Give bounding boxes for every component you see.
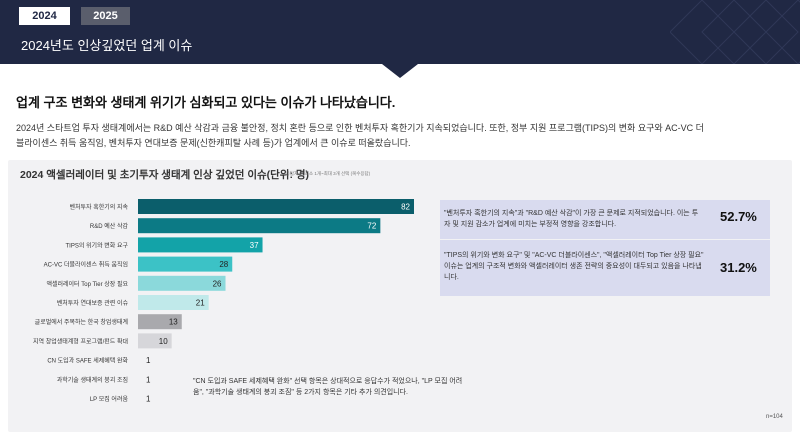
group-highlight-1 (440, 200, 770, 239)
section-headline: 업계 구조 변화와 생태계 위기가 심화되고 있다는 이슈가 나타났습니다. (16, 95, 396, 110)
chart-note: *응답자 당 최소 1개~최대 3개 선택 (복수응답) (284, 171, 371, 176)
value-label: 72 (367, 222, 376, 231)
value-label: 21 (196, 299, 205, 308)
header-notch (382, 64, 418, 78)
category-label: R&D 예산 삭감 (90, 222, 129, 230)
group-highlight-2 (440, 240, 770, 296)
value-label: 1 (146, 375, 151, 384)
category-label: CN 도입과 SAFE 세제혜택 완화 (47, 357, 128, 365)
value-label: 1 (146, 395, 151, 404)
page-title: 2024년도 인상깊었던 업계 이슈 (21, 38, 193, 53)
value-label: 10 (159, 337, 168, 346)
category-label: 액셀러레이터 Top Tier 상장 필요 (46, 280, 128, 288)
group-note-1: "벤처투자 혹한기의 지속"과 "R&D 예산 삭감"이 가장 큰 문제로 지적… (444, 210, 699, 228)
bar (138, 333, 172, 349)
value-label: 82 (401, 203, 410, 212)
sample-size: n=104 (766, 414, 783, 420)
diamond-pattern-decoration (670, 0, 800, 64)
group-note-2: "TIPS의 위기와 변화 요구" 및 "AC-VC 더블라이센스", "액셀러… (444, 252, 704, 281)
bar (138, 295, 209, 310)
bar (138, 237, 263, 253)
bar (138, 199, 414, 214)
value-label: 28 (219, 260, 228, 269)
value-label: 26 (213, 279, 222, 288)
category-label: LP 모집 어려움 (90, 395, 129, 403)
bar (138, 275, 226, 291)
chart-footnote: "CN 도입과 SAFE 세제혜택 완화" 선택 항목은 상대적으로 응답수가 … (193, 378, 463, 396)
chart-title: 2024 액셀러레이터 및 초기투자 생태계 인상 깊었던 이슈(단위: 명) (20, 169, 310, 181)
category-label: 과학기술 생태계의 붕괴 조짐 (57, 376, 128, 384)
group-percent-1: 52.7% (720, 209, 757, 224)
category-label: 벤처투자 연대보증 관련 이슈 (57, 299, 129, 307)
category-label: 글로벌에서 주목하는 한국 창업생태계 (35, 318, 128, 326)
category-label: 지역 창업생태계형 프로그램/펀드 확대 (33, 337, 128, 345)
bar (138, 218, 381, 234)
category-label: TIPS의 위기와 변화 요구 (66, 241, 129, 249)
tab-2024[interactable]: 2024 (19, 7, 70, 25)
header-banner: 2024 2025 2024년도 인상깊었던 업계 이슈 (0, 0, 800, 64)
bar (138, 314, 182, 330)
tab-2025[interactable]: 2025 (81, 7, 130, 25)
section-description: 2024년 스타트업 투자 생태계에서는 R&D 예산 삭감과 금융 불안정, … (16, 123, 704, 148)
category-label: 벤처투자 혹한기의 지속 (69, 203, 128, 211)
bar (138, 256, 233, 272)
value-label: 13 (169, 318, 178, 327)
value-label: 1 (146, 356, 151, 365)
category-label: AC-VC 더블라이센스 취득 움직임 (44, 261, 128, 269)
value-label: 37 (250, 241, 259, 250)
group-percent-2: 31.2% (720, 260, 757, 275)
